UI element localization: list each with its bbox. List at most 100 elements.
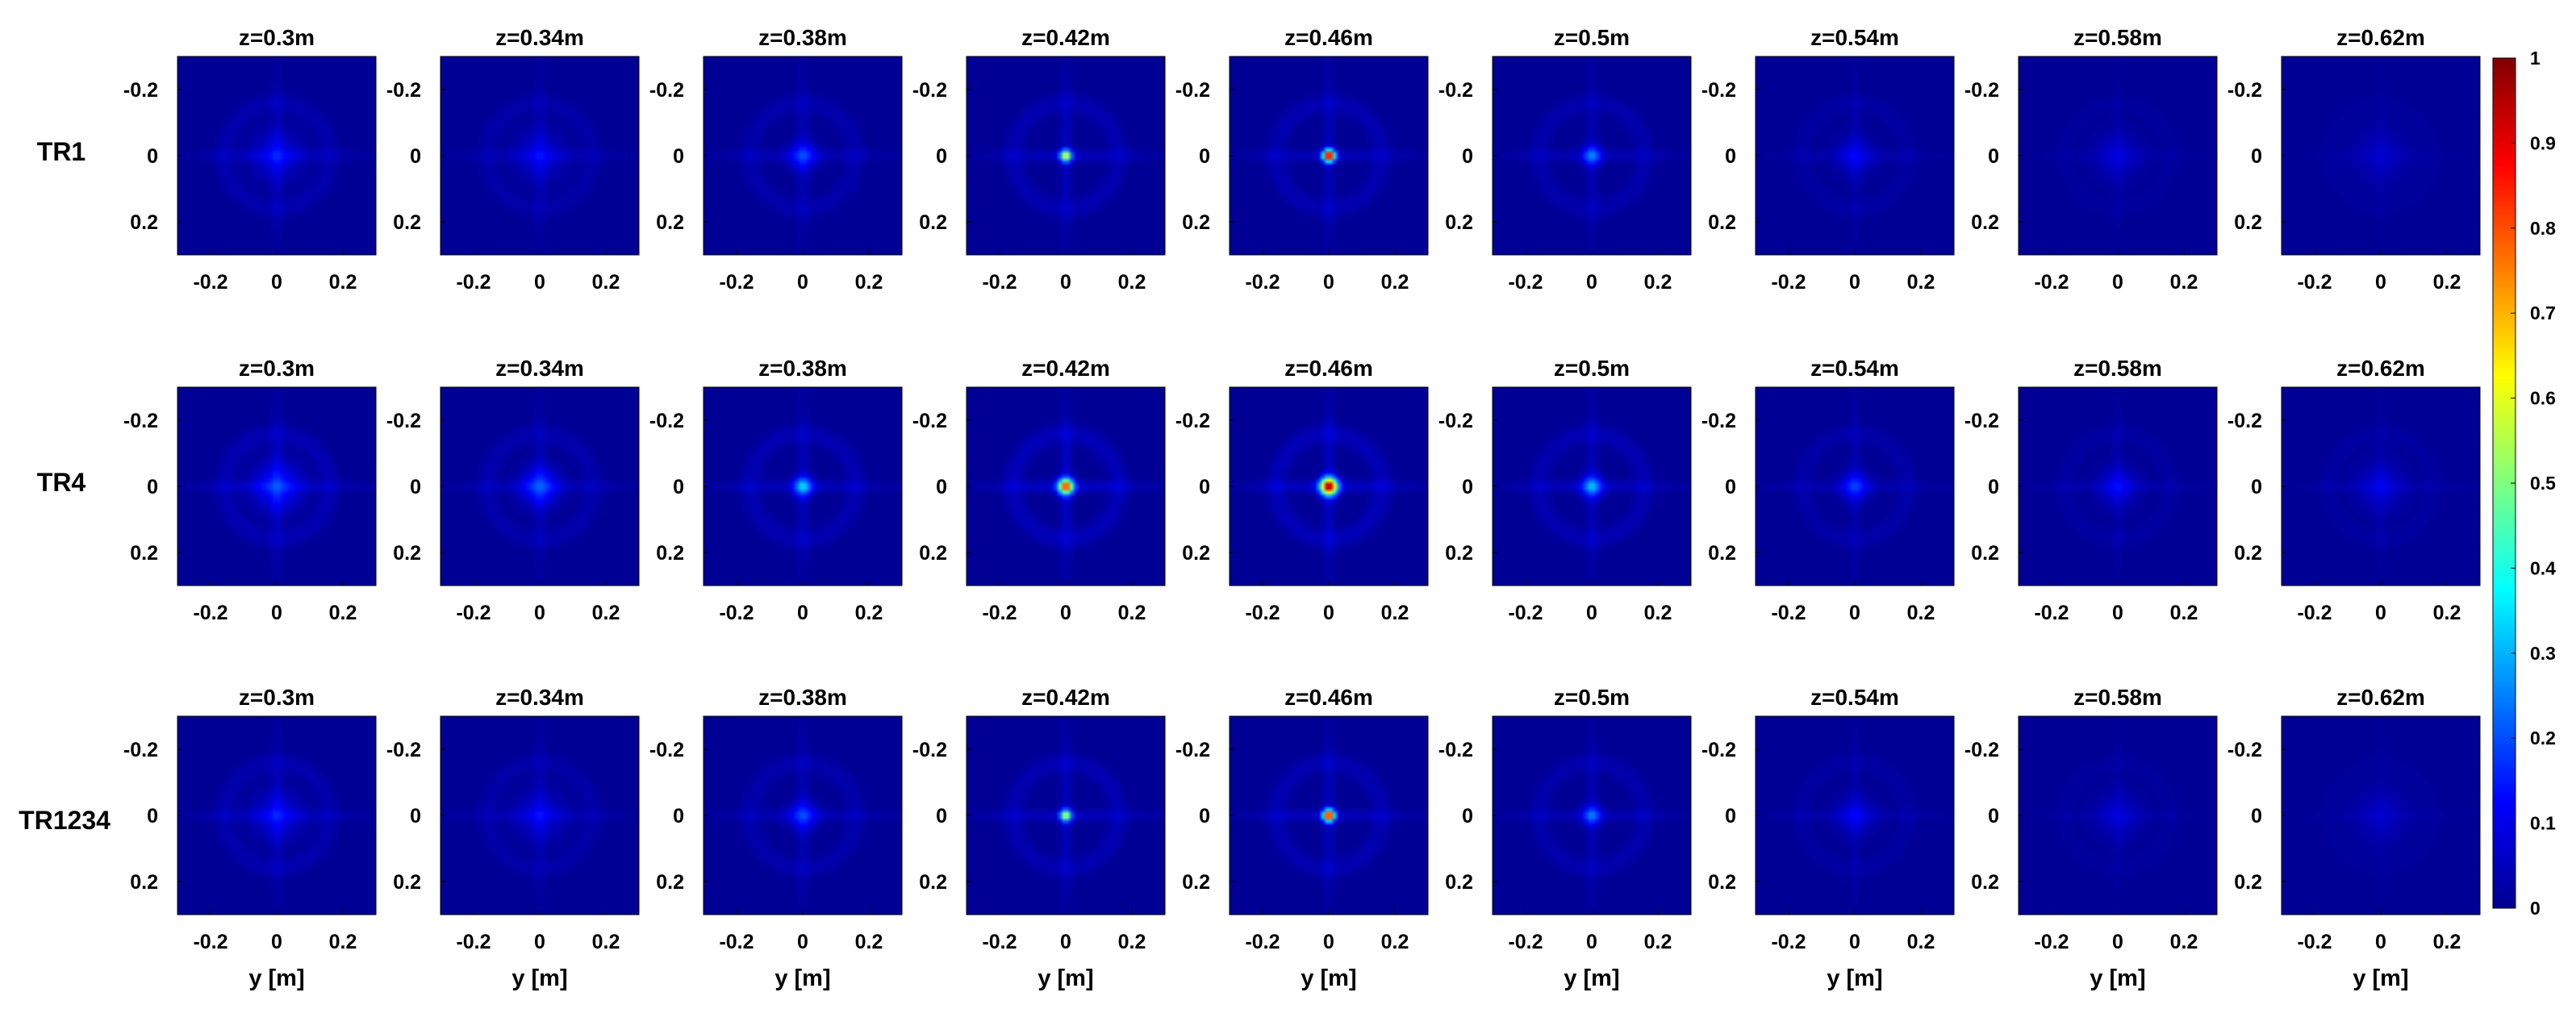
x-tick-label: 0.2 (1118, 271, 1146, 294)
row-label: TR4 (37, 468, 86, 497)
y-tick-label: 0.2 (656, 542, 684, 565)
x-tick-label: -0.2 (1245, 271, 1280, 294)
heatmap-panel: z=0.42m -0.2 0 0.2 -0.2 0 0.2 y [m] (912, 685, 1166, 991)
heatmap-panel: z=0.34m -0.2 0 0.2 -0.2 0 0.2 y [m] (386, 685, 640, 991)
x-tick-label: -0.2 (193, 271, 228, 294)
y-tick-label: 0.2 (1182, 211, 1210, 234)
heatmap-image (2282, 716, 2480, 915)
x-tick-label: 0 (2112, 271, 2123, 294)
y-tick-label: 0.2 (2234, 211, 2262, 234)
y-tick-label: -0.2 (123, 410, 158, 432)
y-tick-label: -0.2 (649, 739, 684, 761)
y-tick-label: 0.2 (393, 871, 421, 894)
x-tick-label: 0 (534, 271, 545, 294)
y-tick-label: 0.2 (1708, 211, 1736, 234)
y-tick-label: -0.2 (123, 739, 158, 761)
y-tick-label: 0 (147, 476, 158, 498)
colorbar-tick-label: 0.2 (2530, 728, 2556, 748)
panel-title: z=0.3m (239, 685, 315, 710)
x-tick-label: 0.2 (1907, 271, 1935, 294)
colorbar-tick-label: 0.5 (2530, 473, 2556, 494)
y-tick-label: -0.2 (649, 410, 684, 432)
heatmap-panel: z=0.38m -0.2 0 0.2 -0.2 0 0.2 (649, 356, 903, 624)
y-tick-label: 0 (1725, 145, 1736, 168)
y-tick-label: -0.2 (1964, 79, 1999, 102)
x-tick-label: 0.2 (2170, 931, 2198, 953)
panel-title: z=0.3m (239, 25, 315, 50)
x-tick-label: 0.2 (1644, 931, 1672, 953)
y-tick-label: 0.2 (130, 542, 158, 565)
y-tick-label: 0.2 (1182, 871, 1210, 894)
y-tick-label: 0.2 (1445, 542, 1473, 565)
y-tick-label: 0.2 (656, 871, 684, 894)
y-tick-label: -0.2 (1964, 739, 1999, 761)
x-tick-label: 0 (797, 931, 808, 953)
y-tick-label: 0 (936, 805, 947, 828)
panel-title: z=0.54m (1810, 685, 1899, 710)
y-tick-label: 0 (2251, 145, 2262, 168)
y-tick-label: -0.2 (649, 79, 684, 102)
y-tick-label: 0 (1199, 145, 1210, 168)
panel-title: z=0.5m (1554, 685, 1630, 710)
x-tick-label: 0 (797, 602, 808, 624)
x-tick-label: 0.2 (329, 602, 357, 624)
heatmap-image (1230, 56, 1428, 255)
y-tick-label: 0.2 (1708, 871, 1736, 894)
x-tick-label: -0.2 (2297, 602, 2332, 624)
y-tick-label: 0 (1988, 145, 1999, 168)
x-tick-label: 0 (1586, 931, 1597, 953)
y-tick-label: -0.2 (123, 79, 158, 102)
x-tick-label: 0.2 (1644, 271, 1672, 294)
y-tick-label: -0.2 (1438, 410, 1473, 432)
y-tick-label: 0 (936, 145, 947, 168)
heatmap-panel: z=0.46m -0.2 0 0.2 -0.2 0 0.2 (1175, 25, 1429, 294)
panel-title: z=0.38m (758, 25, 847, 50)
panel-title: z=0.34m (495, 25, 584, 50)
y-tick-label: -0.2 (1964, 410, 1999, 432)
x-tick-label: -0.2 (1508, 931, 1543, 953)
x-tick-label: 0 (1849, 271, 1860, 294)
x-tick-label: 0 (1060, 602, 1071, 624)
x-tick-label: -0.2 (1771, 602, 1806, 624)
x-tick-label: -0.2 (1245, 931, 1280, 953)
heatmap-image (1230, 387, 1428, 586)
heatmap-panel: z=0.62m -0.2 0 0.2 -0.2 0 0.2 (2227, 356, 2481, 624)
y-tick-label: 0.2 (1182, 542, 1210, 565)
colorbar-tick-label: 0 (2530, 898, 2541, 919)
heatmap-image (2019, 56, 2217, 255)
x-tick-label: 0.2 (1381, 931, 1409, 953)
x-tick-label: 0 (2112, 931, 2123, 953)
heatmap-image (1756, 56, 1954, 255)
x-axis-label: y [m] (1827, 965, 1882, 991)
heatmap-panel: z=0.5m -0.2 0 0.2 -0.2 0 0.2 y [m] (1438, 685, 1692, 991)
heatmap-image (2282, 387, 2480, 586)
panel-title: z=0.46m (1284, 685, 1373, 710)
heatmap-panel: z=0.3m -0.2 0 0.2 -0.2 0 0.2 y [m] (123, 685, 377, 991)
x-tick-label: -0.2 (193, 931, 228, 953)
y-tick-label: 0.2 (919, 542, 947, 565)
heatmap-panel: z=0.42m -0.2 0 0.2 -0.2 0 0.2 (912, 356, 1166, 624)
y-tick-label: 0.2 (1708, 542, 1736, 565)
x-tick-label: -0.2 (2034, 602, 2069, 624)
panel-title: z=0.5m (1554, 25, 1630, 50)
y-tick-label: -0.2 (386, 79, 421, 102)
x-tick-label: 0 (1849, 602, 1860, 624)
colorbar-tick-label: 1 (2530, 48, 2541, 69)
heatmap-panel: z=0.54m -0.2 0 0.2 -0.2 0 0.2 y [m] (1701, 685, 1955, 991)
heatmap-image (2282, 56, 2480, 255)
y-tick-label: 0 (147, 145, 158, 168)
x-axis-label: y [m] (248, 965, 304, 991)
x-tick-label: -0.2 (1508, 271, 1543, 294)
y-tick-label: 0.2 (919, 871, 947, 894)
y-tick-label: 0 (1199, 805, 1210, 828)
heatmap-panel: z=0.58m -0.2 0 0.2 -0.2 0 0.2 (1964, 356, 2218, 624)
heatmap-image (177, 387, 376, 586)
x-tick-label: 0.2 (1381, 602, 1409, 624)
heatmap-image (1493, 716, 1691, 915)
heatmap-panel: z=0.5m -0.2 0 0.2 -0.2 0 0.2 (1438, 25, 1692, 294)
y-tick-label: 0 (673, 476, 684, 498)
x-tick-label: 0 (1323, 271, 1334, 294)
y-tick-label: 0 (673, 145, 684, 168)
heatmap-image (2019, 387, 2217, 586)
